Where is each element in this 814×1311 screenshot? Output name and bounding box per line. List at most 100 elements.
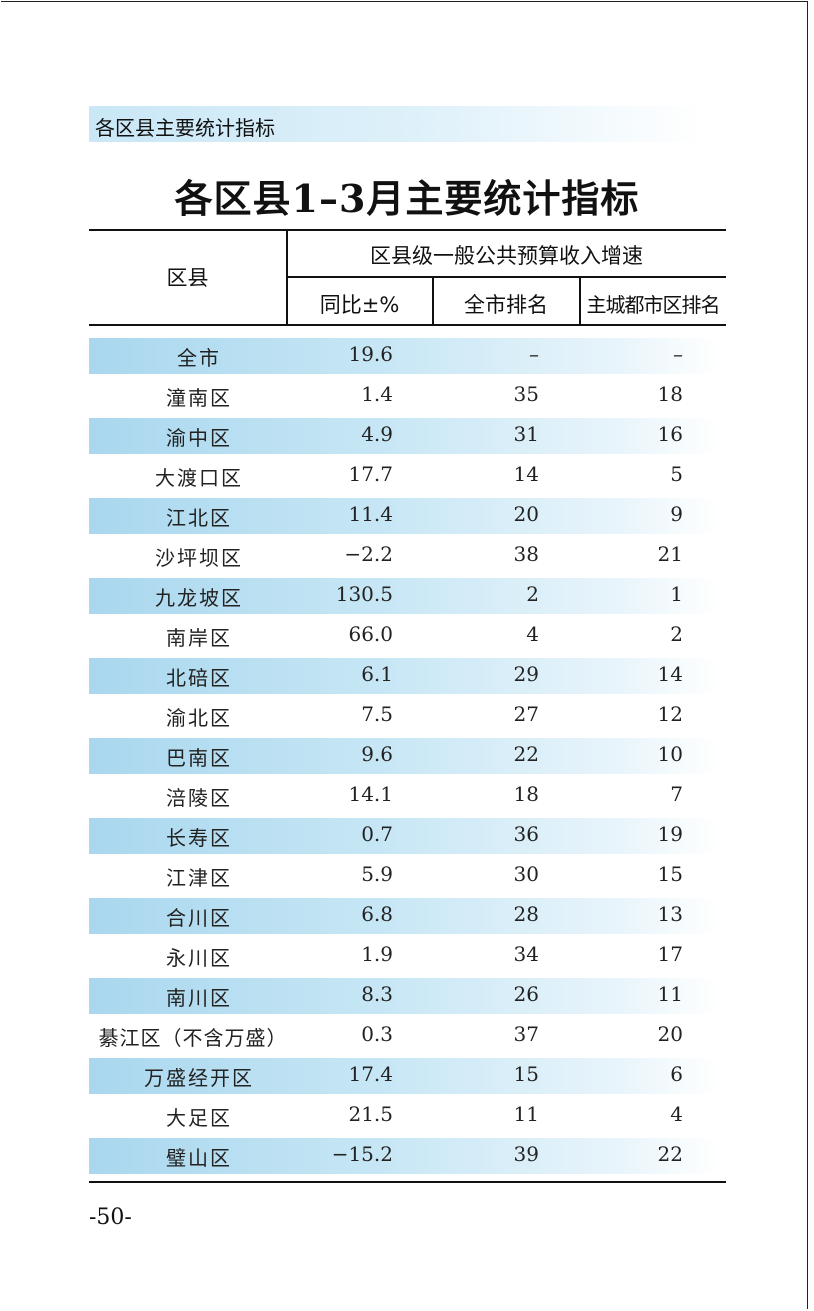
city-rank-cell: 20 (513, 502, 539, 526)
yoy-cell: 17.4 (348, 1062, 393, 1086)
table-row: 大渡口区 17.7 14 5 (89, 456, 726, 496)
city-rank-cell: 31 (513, 422, 539, 446)
district-cell: 江津区 (166, 866, 232, 890)
table-row: 綦江区（不含万盛） 0.3 37 20 (89, 1016, 726, 1056)
city-rank-cell: 39 (513, 1142, 539, 1166)
main-rank-cell: 2 (670, 622, 683, 646)
table-row: 巴南区 9.6 22 10 (89, 736, 726, 776)
city-rank-cell: 14 (513, 462, 539, 486)
main-rank-cell: 17 (657, 942, 683, 966)
header-divider-city-rank (579, 277, 581, 325)
main-rank-cell: 11 (657, 982, 683, 1006)
district-cell: 万盛经开区 (144, 1066, 254, 1090)
city-rank-cell: 34 (513, 942, 539, 966)
main-rank-cell: 16 (657, 422, 683, 446)
yoy-cell: 14.1 (348, 782, 393, 806)
main-rank-cell: 14 (657, 662, 683, 686)
main-rank-cell: 19 (657, 822, 683, 846)
city-rank-cell: 30 (513, 862, 539, 886)
yoy-cell: 130.5 (335, 582, 393, 606)
yoy-cell: −2.2 (344, 542, 393, 566)
yoy-cell: 8.3 (361, 982, 393, 1006)
city-rank-cell: 27 (513, 702, 539, 726)
header-divider-yoy (432, 277, 434, 325)
city-rank-cell: 22 (513, 742, 539, 766)
page-title: 各区县1–3月主要统计指标 (174, 176, 640, 221)
district-cell: 潼南区 (166, 386, 232, 410)
city-rank-cell: 38 (513, 542, 539, 566)
page-number: -50- (89, 1205, 132, 1230)
city-rank-cell: 11 (513, 1102, 539, 1126)
city-rank-cell: 18 (513, 782, 539, 806)
column-header-city-rank: 全市排名 (464, 293, 548, 317)
column-header-yoy: 同比±% (319, 293, 400, 317)
city-rank-cell: 37 (513, 1022, 539, 1046)
yoy-cell: 1.9 (361, 942, 393, 966)
table-row: 全市 19.6 – – (89, 336, 726, 376)
district-cell: 綦江区（不含万盛） (98, 1026, 288, 1050)
yoy-cell: 7.5 (361, 702, 393, 726)
yoy-cell: 1.4 (361, 382, 393, 406)
city-rank-cell: 28 (513, 902, 539, 926)
column-group-header: 区县级一般公共预算收入增速 (370, 244, 643, 268)
district-cell: 沙坪坝区 (155, 546, 243, 570)
table-row: 璧山区 −15.2 39 22 (89, 1136, 726, 1176)
table-row: 南川区 8.3 26 11 (89, 976, 726, 1016)
city-rank-cell: 29 (513, 662, 539, 686)
main-rank-cell: 13 (657, 902, 683, 926)
table-bottom-rule (89, 1181, 726, 1183)
table-row: 九龙坡区 130.5 2 1 (89, 576, 726, 616)
district-cell: 涪陵区 (166, 786, 232, 810)
yoy-cell: 6.1 (361, 662, 393, 686)
city-rank-cell: – (529, 342, 539, 366)
section-header-text: 各区县主要统计指标 (95, 116, 275, 140)
district-cell: 永川区 (166, 946, 232, 970)
table-row: 涪陵区 14.1 18 7 (89, 776, 726, 816)
city-rank-cell: 2 (526, 582, 539, 606)
district-cell: 南岸区 (166, 626, 232, 650)
district-cell: 大渡口区 (155, 466, 243, 490)
district-cell: 九龙坡区 (155, 586, 243, 610)
yoy-cell: 4.9 (361, 422, 393, 446)
district-cell: 江北区 (166, 506, 232, 530)
table-row: 沙坪坝区 −2.2 38 21 (89, 536, 726, 576)
main-rank-cell: – (673, 342, 683, 366)
table-row: 万盛经开区 17.4 15 6 (89, 1056, 726, 1096)
yoy-cell: 11.4 (348, 502, 393, 526)
main-rank-cell: 20 (657, 1022, 683, 1046)
yoy-cell: 0.3 (361, 1022, 393, 1046)
table-row: 南岸区 66.0 4 2 (89, 616, 726, 656)
table-row: 潼南区 1.4 35 18 (89, 376, 726, 416)
table-row: 北碚区 6.1 29 14 (89, 656, 726, 696)
column-header-main-rank: 主城都市区排名 (586, 293, 721, 317)
yoy-cell: −15.2 (331, 1142, 393, 1166)
yoy-cell: 21.5 (348, 1102, 393, 1126)
yoy-cell: 0.7 (361, 822, 393, 846)
table-row: 渝中区 4.9 31 16 (89, 416, 726, 456)
district-cell: 长寿区 (166, 826, 232, 850)
main-rank-cell: 15 (657, 862, 683, 886)
main-rank-cell: 10 (657, 742, 683, 766)
header-subrow-rule (287, 276, 726, 278)
city-rank-cell: 15 (513, 1062, 539, 1086)
table-row: 长寿区 0.7 36 19 (89, 816, 726, 856)
district-cell: 渝中区 (166, 426, 232, 450)
district-cell: 合川区 (166, 906, 232, 930)
district-cell: 大足区 (166, 1106, 232, 1130)
table-body: 全市 19.6– – 潼南区 1.4 35 18 渝中区 4.9 31 16 大渡口区 17.7 14 5 江… (89, 336, 726, 1176)
city-rank-cell: 35 (513, 382, 539, 406)
table-row: 江津区 5.9 30 15 (89, 856, 726, 896)
yoy-cell: 9.6 (361, 742, 393, 766)
main-rank-cell: 4 (670, 1102, 683, 1126)
main-rank-cell: 18 (657, 382, 683, 406)
table-header-bottom-rule (89, 324, 726, 326)
main-rank-cell: 9 (670, 502, 683, 526)
main-rank-cell: 1 (670, 582, 683, 606)
district-cell: 南川区 (166, 986, 232, 1010)
district-cell: 渝北区 (166, 706, 232, 730)
yoy-cell: 17.7 (348, 462, 393, 486)
yoy-cell: 19.6 (348, 342, 393, 366)
main-rank-cell: 22 (657, 1142, 683, 1166)
main-rank-cell: 12 (657, 702, 683, 726)
